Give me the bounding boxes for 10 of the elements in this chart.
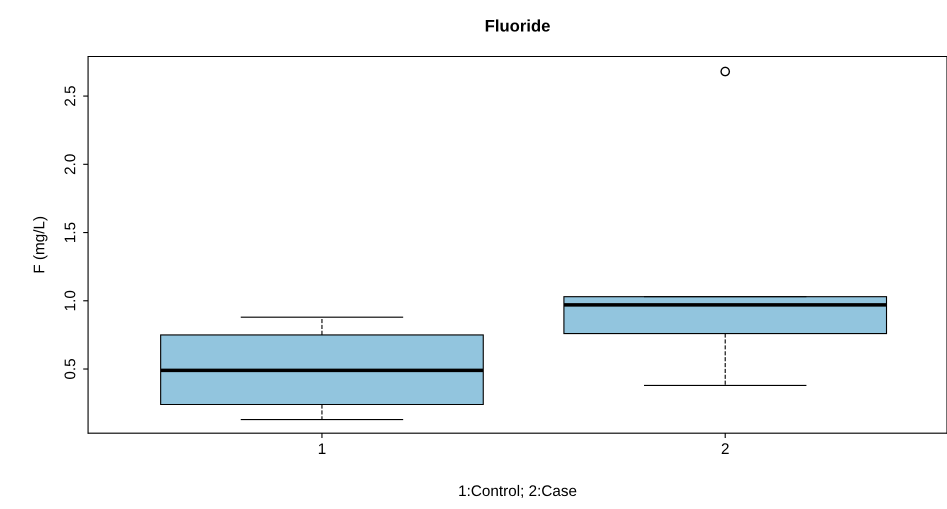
y-tick-label: 1.5 — [64, 222, 76, 242]
y-axis-title: F (mg/L) — [33, 216, 48, 272]
y-tick-label: 0.5 — [64, 359, 76, 380]
x-tick-label: 2 — [722, 443, 729, 454]
x-axis-title: 1:Control; 2:Case — [459, 484, 576, 498]
y-tick-label: 2.0 — [64, 154, 76, 174]
chart-title: Fluoride — [486, 19, 550, 32]
x-tick-label: 1 — [318, 443, 326, 454]
y-tick-label: 2.5 — [64, 86, 76, 106]
y-tick-label: 1.0 — [64, 290, 76, 310]
